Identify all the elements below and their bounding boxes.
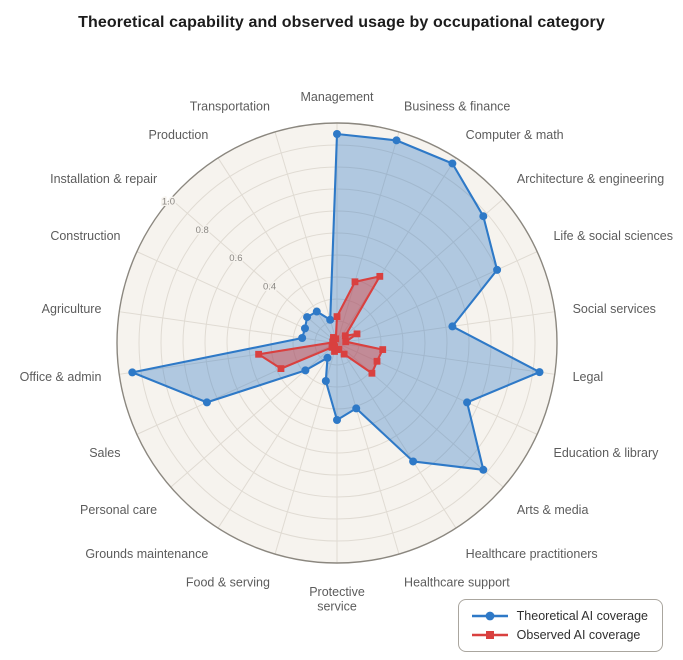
- data-point-healthcare-practitioners[interactable]: [409, 457, 418, 466]
- data-point-management[interactable]: [333, 313, 341, 320]
- data-point-grounds-maintenance[interactable]: [323, 353, 332, 362]
- data-point-office-admin[interactable]: [128, 368, 137, 377]
- category-label: Office & admin: [20, 370, 102, 384]
- data-point-business-finance[interactable]: [351, 278, 359, 286]
- radial-tick-label: 0.4: [263, 281, 276, 292]
- data-point-architecture-engineering[interactable]: [341, 332, 349, 340]
- data-point-personal-care[interactable]: [301, 366, 310, 375]
- radial-tick-label: 0.6: [229, 253, 242, 264]
- data-point-transportation[interactable]: [326, 315, 335, 324]
- data-point-protective-service[interactable]: [333, 416, 341, 424]
- data-point-computer-math[interactable]: [448, 159, 457, 168]
- data-point-legal[interactable]: [379, 346, 387, 353]
- data-point-computer-math[interactable]: [376, 272, 384, 280]
- legend: Theoretical AI coverage Observed AI cove…: [457, 599, 663, 652]
- data-point-architecture-engineering[interactable]: [479, 212, 488, 221]
- data-point-business-finance[interactable]: [392, 136, 401, 145]
- legend-item-theoretical-ai-coverage[interactable]: Theoretical AI coverage: [471, 609, 648, 623]
- data-point-installation-repair[interactable]: [303, 313, 312, 322]
- category-label: Business & finance: [404, 100, 510, 114]
- data-point-social-services[interactable]: [448, 322, 457, 331]
- data-point-management[interactable]: [333, 130, 341, 138]
- data-point-healthcare-practitioners[interactable]: [340, 350, 348, 358]
- data-point-arts-media[interactable]: [479, 465, 488, 474]
- category-label: Management: [301, 90, 374, 104]
- category-label: Life & social sciences: [553, 229, 673, 243]
- outer-ring: [116, 122, 558, 564]
- legend-item-observed-ai-coverage[interactable]: Observed AI coverage: [471, 628, 648, 642]
- category-label: Arts & media: [517, 503, 589, 517]
- legend-swatch-square-marker: [471, 629, 509, 641]
- category-label: Transportation: [190, 100, 270, 114]
- data-point-office-admin[interactable]: [255, 350, 263, 358]
- category-label: Education & library: [553, 446, 659, 460]
- category-label: Grounds maintenance: [85, 547, 208, 561]
- category-label: Food & serving: [186, 575, 270, 589]
- data-point-healthcare-support[interactable]: [352, 404, 361, 413]
- series-observed-ai-coverage: [255, 272, 387, 377]
- category-label: Healthcare practitioners: [466, 547, 598, 561]
- data-point-food-serving[interactable]: [321, 376, 330, 385]
- data-point-sales[interactable]: [277, 365, 285, 372]
- data-point-sales[interactable]: [202, 398, 211, 407]
- category-label: Personal care: [80, 503, 157, 517]
- category-labels: Management Business & finance Computer & m…: [20, 90, 673, 613]
- data-point-construction[interactable]: [300, 324, 309, 333]
- category-label: Production: [149, 128, 209, 142]
- legend-label: Observed AI coverage: [516, 628, 641, 642]
- data-point-production[interactable]: [312, 307, 321, 316]
- radial-tick-labels: 0.4 0.6 0.8 1.0: [160, 195, 277, 294]
- data-point-life-social-sciences[interactable]: [353, 330, 361, 338]
- category-label: Protective service: [309, 585, 365, 613]
- data-point-education-library[interactable]: [373, 357, 381, 365]
- data-point-legal[interactable]: [535, 368, 544, 377]
- category-label: Healthcare support: [404, 575, 510, 589]
- data-point-social-services[interactable]: [342, 338, 350, 346]
- category-label: Architecture & engineering: [517, 172, 664, 186]
- series-theoretical-ai-coverage: [128, 130, 544, 474]
- legend-swatch-circle-marker: [471, 610, 509, 622]
- data-point-transportation[interactable]: [332, 335, 340, 343]
- category-label: Agriculture: [42, 302, 102, 316]
- radial-tick-label: 1.0: [162, 197, 175, 208]
- data-point-personal-care[interactable]: [328, 343, 336, 351]
- category-label: Construction: [50, 229, 120, 243]
- category-label: Computer & math: [466, 128, 564, 142]
- data-point-life-social-sciences[interactable]: [493, 265, 502, 274]
- chart-title: Theoretical capability and observed usag…: [78, 14, 605, 31]
- legend-label: Theoretical AI coverage: [516, 609, 648, 623]
- data-point-arts-media[interactable]: [368, 369, 376, 377]
- category-label: Sales: [89, 446, 120, 460]
- category-label: Legal: [573, 370, 604, 384]
- category-label: Social services: [573, 302, 656, 316]
- data-point-education-library[interactable]: [463, 398, 472, 407]
- radial-tick-label: 0.8: [196, 225, 209, 236]
- data-point-agriculture[interactable]: [298, 333, 307, 342]
- data-point-food-serving[interactable]: [331, 348, 338, 355]
- category-label: Installation & repair: [50, 172, 157, 186]
